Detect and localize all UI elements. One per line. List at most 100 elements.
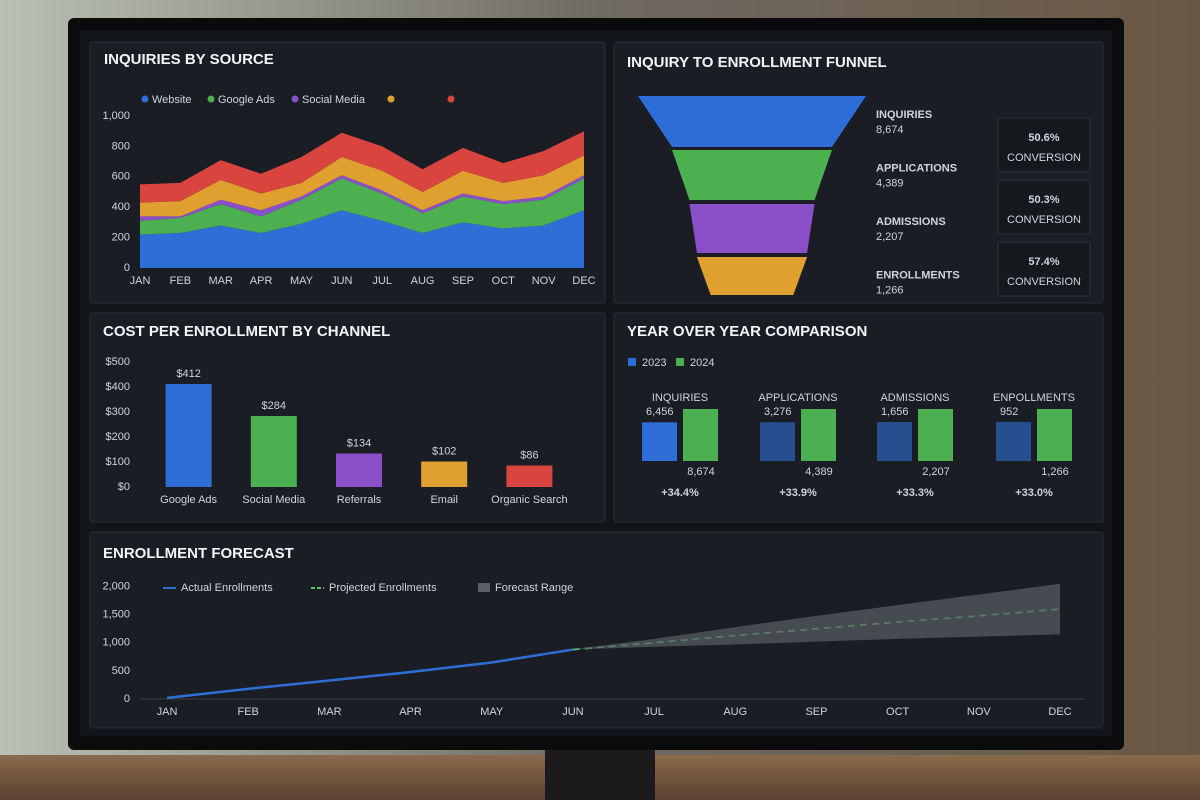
y-tick-label: $0 [118,481,130,493]
y-tick-label: 400 [112,201,130,213]
stage-name: APPLICATIONS [876,162,957,174]
chart-title: INQUIRY TO ENROLLMENT FUNNEL [627,54,887,71]
area [140,155,584,217]
legend-label: Website [152,94,192,106]
legend-dot [291,95,299,103]
value-label: 1,266 [1041,466,1069,478]
value-label: 1,656 [881,406,909,418]
conversion-box [997,241,1091,297]
stage-name: ENROLLMENTS [876,269,960,281]
legend-label: Forecast Range [495,582,573,594]
x-tick-label: FEB [237,706,258,718]
stage-name: ADMISSIONS [876,216,946,228]
funnel-stage [696,257,808,295]
y-tick-label: 0 [124,693,130,705]
value-label: $284 [262,400,286,412]
conversion-value: 50.6% [1028,132,1059,144]
stage-value: 4,389 [876,177,904,189]
panel [613,312,1104,523]
x-tick-label: OCT [886,706,910,718]
bar [165,384,212,487]
change-label: +33.0% [1015,487,1053,499]
conversion-label: CONVERSION [1007,214,1081,226]
chart-title: COST PER ENROLLMENT BY CHANNEL [103,323,390,340]
value-label: 4,389 [805,466,833,478]
x-tick-label: FEB [170,275,191,287]
bar [877,421,912,461]
y-tick-label: $500 [106,356,130,368]
y-tick-label: 600 [112,171,130,183]
value-label: 6,456 [646,406,674,418]
bar [642,422,677,461]
value-label: $134 [347,437,371,449]
legend-swatch [478,583,490,592]
x-tick-label: JUL [644,706,664,718]
funnel-stage [638,96,866,147]
bar [918,409,953,461]
bar [506,465,553,487]
x-tick-label: Email [430,494,458,506]
chart-title: YEAR OVER YEAR COMPARISON [627,323,867,340]
group-label: APPLICATIONS [758,392,837,404]
change-label: +34.4% [661,487,699,499]
legend-dot [207,95,215,103]
x-tick-label: SEP [452,275,474,287]
x-tick-label: APR [250,275,273,287]
y-tick-label: 200 [112,232,130,244]
panel [89,312,606,523]
bar [421,461,468,487]
legend-swatch [628,358,636,366]
x-tick-label: JAN [130,275,151,287]
y-tick-label: $300 [106,406,130,418]
bar [336,453,382,487]
group-label: ENPOLLMENTS [993,392,1075,404]
x-tick-label: Google Ads [160,494,217,506]
bar [760,422,795,461]
x-tick-label: JUN [331,275,352,287]
x-tick-label: Social Media [242,494,306,506]
legend-label: Projected Enrollments [329,582,437,594]
area [140,175,584,221]
change-label: +33.9% [779,487,817,499]
stage-value: 8,674 [876,124,904,136]
x-tick-label: Referrals [337,494,382,506]
x-tick-label: DEC [572,275,595,287]
chart-title: INQUIRIES BY SOURCE [104,51,274,68]
x-tick-label: OCT [492,275,516,287]
legend-label: Google Ads [218,94,275,106]
value-label: $412 [176,368,200,380]
x-tick-label: AUG [723,706,747,718]
group-label: INQUIRIES [652,392,708,404]
legend-label: 2023 [642,357,666,369]
group-label: ADMISSIONS [880,392,949,404]
value-label: 2,207 [922,466,950,478]
area [140,210,584,268]
area [140,178,584,235]
y-tick-label: $100 [106,456,130,468]
bar [1037,409,1072,461]
dashboard: INQUIRIES BY SOURCE 0 200 400 600 800 1,000 JAN… [102,51,1091,718]
stage-name: INQUIRIES [876,109,932,121]
bar [250,416,297,487]
chart-title: ENROLLMENT FORECAST [103,545,294,562]
legend-dot [447,95,455,103]
forecast-range [572,583,1060,650]
value-label: 952 [1000,406,1018,418]
y-tick-label: 1,000 [102,637,130,649]
y-tick-label: 1,000 [102,110,130,122]
x-tick-label: SEP [805,706,827,718]
value-label: $102 [432,445,456,457]
funnel-stage [672,150,832,200]
stage-value: 1,266 [876,284,904,296]
legend-swatch [676,358,684,366]
x-tick-label: MAR [317,706,342,718]
y-tick-label: 0 [124,262,130,274]
conversion-label: CONVERSION [1007,276,1081,288]
value-label: 8,674 [687,466,715,478]
x-tick-label: AUG [411,275,435,287]
legend-label: Actual Enrollments [181,582,273,594]
change-label: +33.3% [896,487,934,499]
conversion-label: CONVERSION [1007,152,1081,164]
legend-dot [387,95,395,103]
